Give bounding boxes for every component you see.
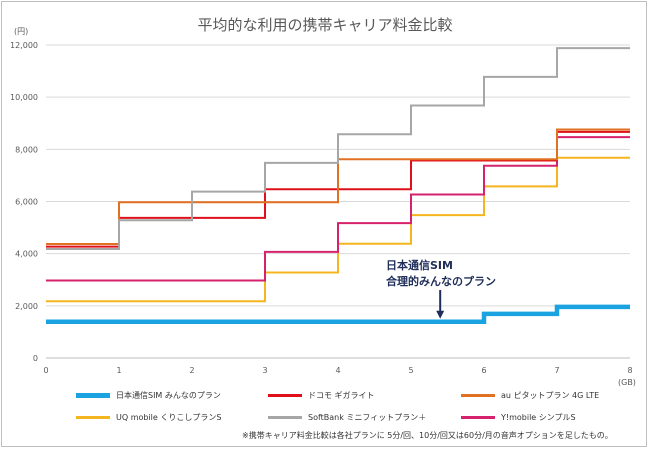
annotation-line-2: 合理的みんなのプラン [386,275,496,288]
legend-label-0: 日本通信SIM みんなのプラン [116,391,221,400]
legend-swatch-3 [76,416,110,419]
y-axis-unit-label: (円) [14,27,29,36]
legend-swatch-1 [268,394,302,397]
x-tick-label: 2 [189,366,194,375]
series-line-5 [46,136,630,282]
y-tick-label: 2,000 [15,302,38,311]
y-tick-labels: 0 2,000 4,000 6,000 8,000 10,000 12,000 [10,41,38,363]
annotation-arrow-head [436,310,445,319]
series-lines [46,47,630,324]
y-tick-label: 0 [33,354,38,363]
y-tick-label: 12,000 [10,41,38,50]
annotation-arrow [436,290,445,319]
legend-label-2: au ピタットプラン 4G LTE [501,391,600,400]
annotation-line-1: 日本通信SIM [386,259,453,272]
legend-swatch-2 [461,394,495,397]
legend-label-1: ドコモ ギガライト [308,391,375,400]
legend-swatch-0 [76,393,110,398]
x-tick-label: 1 [116,366,121,375]
x-tick-label: 0 [43,366,48,375]
footnote: ※携帯キャリア料金比較は各社プランに 5分/回、10分/回又は60分/月の音声オ… [242,431,613,440]
legend-label-4: SoftBank ミニフィットプラン＋ [308,413,427,422]
annotation-text: 日本通信SIM 合理的みんなのプラン [386,258,496,290]
y-tick-label: 10,000 [10,93,38,102]
series-line-3 [46,156,630,303]
series-line-2 [46,128,630,246]
y-tick-label: 6,000 [15,198,38,207]
series-line-0 [46,304,630,324]
chart-title: 平均的な利用の携帯キャリア料金比較 [197,16,453,34]
legend-label-3: UQ mobile くりこしプランS [116,413,222,422]
x-tick-label: 8 [627,366,632,375]
legend-swatch-5 [461,416,495,419]
x-tick-label: 3 [262,366,267,375]
x-tick-label: 4 [335,366,340,375]
y-tick-label: 4,000 [15,250,38,259]
x-tick-label: 6 [481,366,486,375]
y-tick-label: 8,000 [15,145,38,154]
x-axis-unit-label: (GB) [618,378,636,387]
legend-swatch-4 [268,416,302,419]
x-tick-labels: 0 1 2 3 4 5 6 7 8 [43,366,632,375]
x-tick-label: 7 [554,366,559,375]
legend-label-5: Y!mobile シンプルS [501,413,576,422]
x-tick-label: 5 [408,366,413,375]
series-line-4 [46,47,630,250]
